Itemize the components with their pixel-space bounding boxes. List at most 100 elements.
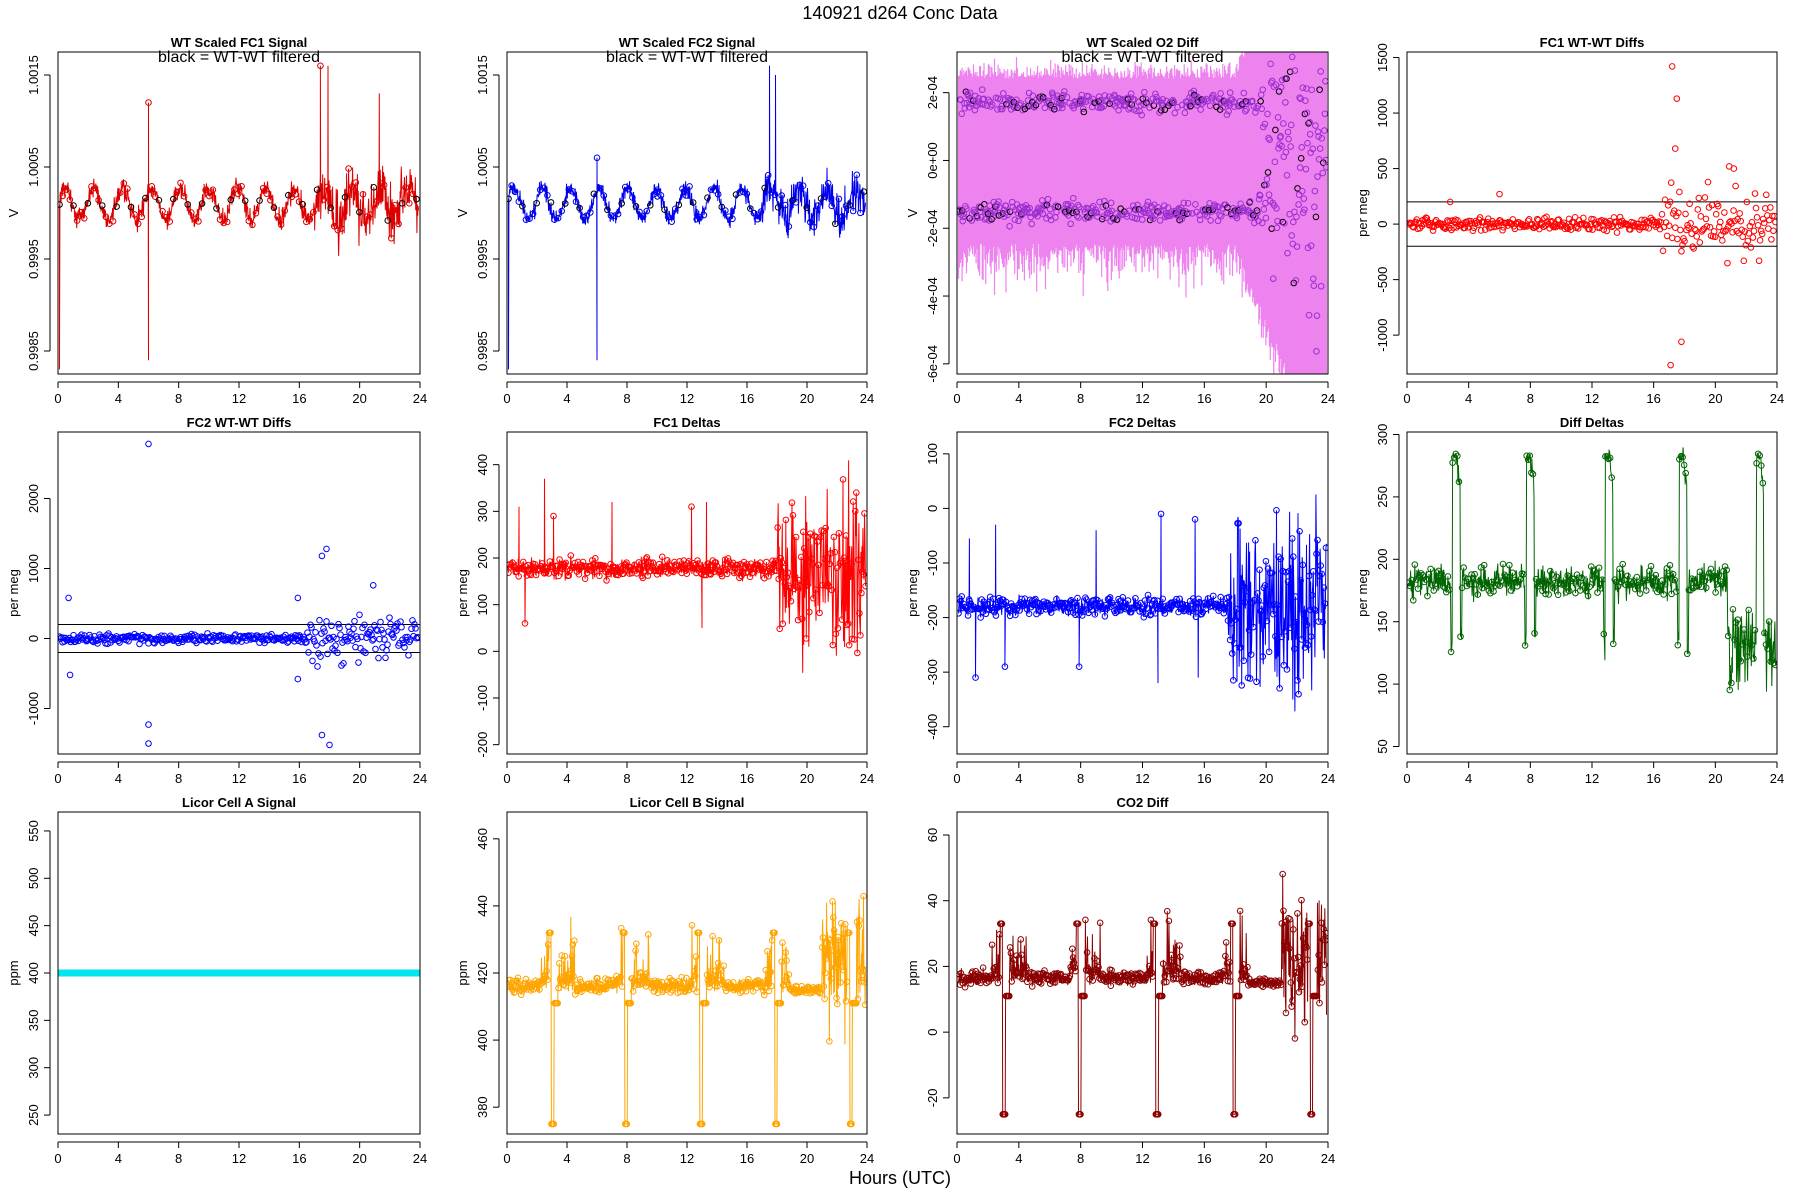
data-point (1422, 576, 1430, 583)
x-tick-label: 0 (1403, 771, 1410, 786)
chart-data-layer (957, 52, 1328, 374)
data-point (299, 201, 306, 208)
data-point (1769, 212, 1776, 220)
data-point (1305, 311, 1313, 319)
data-point (393, 627, 400, 634)
data-point (554, 999, 562, 1007)
data-point (1678, 338, 1685, 346)
data-point (1254, 209, 1261, 217)
data-point (1565, 587, 1573, 595)
data-point (1605, 455, 1612, 463)
data-point (1423, 214, 1431, 222)
data-point (1073, 212, 1081, 220)
data-point (1242, 973, 1250, 980)
data-point (1689, 243, 1696, 251)
data-point (692, 565, 699, 572)
data-point (377, 618, 384, 626)
data-point (1229, 677, 1237, 684)
data-point (1755, 257, 1763, 265)
data-point (1573, 571, 1581, 578)
data-point (1696, 568, 1704, 576)
data-point (1659, 247, 1667, 255)
data-point (1263, 617, 1271, 625)
data-point (1671, 224, 1679, 231)
data-point (1246, 198, 1254, 205)
x-tick-label: 24 (1770, 771, 1784, 786)
data-point (1228, 650, 1236, 657)
data-point (1743, 198, 1751, 206)
data-point (1726, 686, 1734, 694)
data-point (1161, 106, 1169, 113)
x-tick-label: 4 (1015, 1151, 1022, 1166)
data-point (109, 217, 117, 225)
data-point (1320, 584, 1328, 592)
data-point (848, 1120, 855, 1128)
data-point (412, 625, 419, 632)
data-point (1704, 178, 1712, 186)
data-point (1145, 969, 1152, 977)
chart-data-layer (1407, 63, 1777, 369)
data-point (1584, 592, 1592, 600)
data-point (267, 196, 274, 204)
data-point (1223, 111, 1231, 118)
data-point (1724, 632, 1732, 640)
data-point (1319, 169, 1327, 177)
data-point (1746, 639, 1754, 647)
data-point (1768, 236, 1775, 243)
data-point (587, 209, 594, 216)
data-point (1296, 94, 1303, 101)
data-point (661, 206, 668, 213)
data-point (95, 196, 102, 204)
data-point (1531, 630, 1538, 637)
data-point (1289, 997, 1296, 1004)
data-point (1271, 601, 1278, 608)
data-point (1232, 616, 1239, 623)
data-point (1265, 648, 1273, 656)
data-point (1613, 578, 1620, 586)
data-point (1754, 450, 1762, 458)
plot-frame (956, 431, 1329, 755)
data-point (1271, 158, 1279, 166)
data-point (590, 980, 597, 988)
data-point (1551, 579, 1559, 587)
data-point (1036, 978, 1043, 986)
data-point (1293, 618, 1300, 626)
data-point (1102, 97, 1109, 104)
data-point (370, 184, 378, 191)
data-point (757, 208, 765, 215)
data-point (768, 936, 776, 944)
data-point (627, 999, 635, 1007)
y-tick-label: 1.0015 (475, 55, 490, 95)
data-point (338, 225, 345, 232)
x-tick-label: 12 (680, 1151, 694, 1166)
data-point (1309, 275, 1317, 283)
data-point (1011, 216, 1019, 223)
data-point (768, 982, 775, 990)
data-point (620, 570, 627, 577)
data-point (1283, 666, 1291, 673)
data-point (721, 556, 729, 563)
data-point (810, 223, 818, 231)
data-point (1592, 570, 1600, 577)
x-tick-label: 20 (352, 1151, 366, 1166)
y-axis-label: ppm (905, 960, 920, 985)
data-point (835, 195, 843, 203)
data-point (855, 556, 862, 564)
x-tick-label: 24 (1321, 391, 1335, 406)
data-point (1165, 917, 1173, 925)
chart-title: FC1 WT-WT Diffs (1540, 35, 1645, 50)
data-point (1730, 207, 1737, 214)
data-point (1313, 312, 1321, 319)
data-point (714, 190, 722, 198)
data-point (1262, 214, 1270, 222)
data-point (1264, 110, 1271, 118)
data-point (795, 576, 803, 584)
data-point (962, 603, 970, 611)
data-point (1001, 663, 1009, 670)
data-point (1287, 597, 1295, 605)
data-point (533, 199, 540, 207)
data-point (596, 185, 604, 192)
data-point (1496, 190, 1503, 198)
data-point (831, 548, 839, 556)
